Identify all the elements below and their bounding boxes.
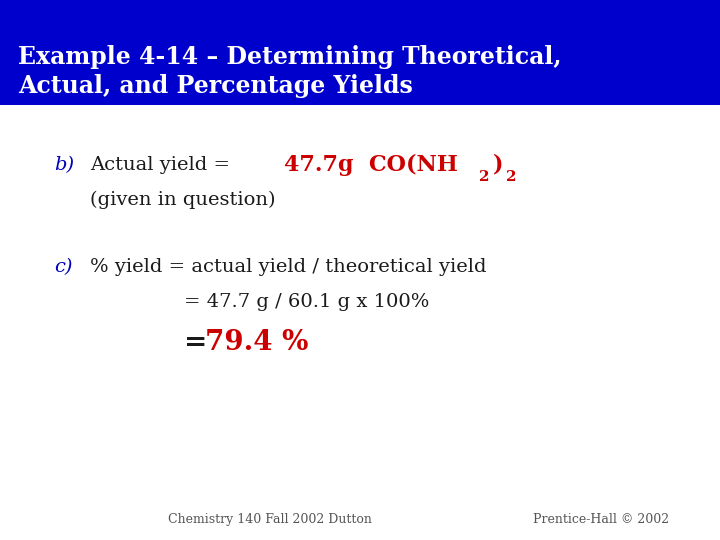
Bar — [0, 0, 720, 105]
Text: ): ) — [493, 154, 504, 176]
Text: Prentice-Hall © 2002: Prentice-Hall © 2002 — [533, 513, 670, 526]
Text: 2: 2 — [479, 170, 490, 184]
Text: (given in question): (given in question) — [90, 191, 276, 209]
Text: c): c) — [54, 258, 73, 276]
Text: b): b) — [54, 156, 74, 174]
Text: Example 4-14 – Determining Theoretical,: Example 4-14 – Determining Theoretical, — [18, 45, 562, 69]
Text: = 47.7 g / 60.1 g x 100%: = 47.7 g / 60.1 g x 100% — [184, 293, 429, 312]
Text: Actual yield =: Actual yield = — [90, 156, 236, 174]
Text: % yield = actual yield / theoretical yield: % yield = actual yield / theoretical yie… — [90, 258, 487, 276]
Text: 47.7g  CO(NH: 47.7g CO(NH — [284, 154, 458, 176]
Text: 2: 2 — [506, 170, 517, 184]
Text: Chemistry 140 Fall 2002 Dutton: Chemistry 140 Fall 2002 Dutton — [168, 513, 372, 526]
Text: =: = — [184, 329, 217, 356]
Text: 79.4 %: 79.4 % — [205, 329, 309, 356]
Text: Actual, and Percentage Yields: Actual, and Percentage Yields — [18, 75, 413, 98]
